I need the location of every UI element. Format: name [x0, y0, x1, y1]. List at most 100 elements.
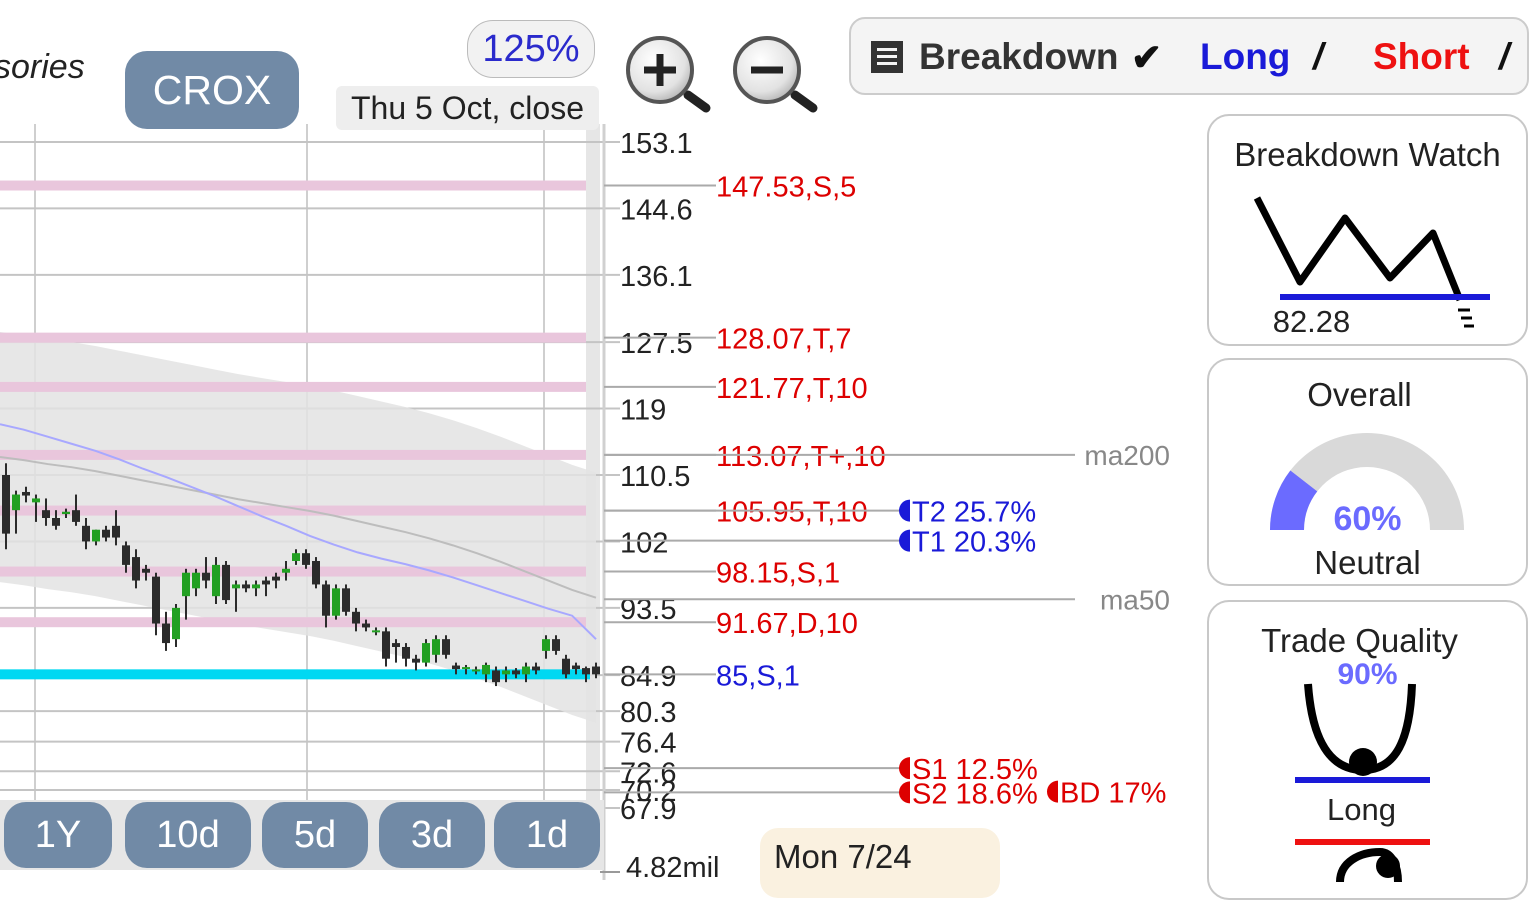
trade-quality-verdict: Long — [1327, 792, 1396, 827]
candle-body — [2, 475, 10, 534]
breakdown-toggle[interactable]: Breakdown — [919, 36, 1119, 77]
candle — [142, 564, 150, 581]
breakdown-watch-panel[interactable]: Breakdown Watch 82.28 — [1207, 114, 1528, 346]
zoom-in-button[interactable] — [626, 36, 711, 113]
candle — [352, 607, 360, 632]
ma-line-ma200 — [0, 456, 597, 599]
candle — [2, 463, 10, 550]
target-label: S1 12.5% — [912, 754, 1038, 786]
level-label: 121.77,T,10 — [716, 373, 868, 405]
support-line — [0, 669, 590, 680]
candle-body — [582, 668, 590, 675]
range-button-1d[interactable]: 1d — [494, 802, 600, 868]
level-label: 147.53,S,5 — [716, 172, 856, 204]
candle — [42, 498, 50, 526]
candle — [92, 529, 100, 546]
candle — [342, 584, 350, 616]
candle — [282, 560, 290, 581]
candle — [542, 635, 550, 659]
candle-body — [282, 568, 290, 573]
y-tick-label: 76.4 — [620, 728, 676, 760]
candle-body — [532, 666, 540, 671]
level-band — [0, 505, 586, 516]
range-button-5d[interactable]: 5d — [262, 802, 368, 868]
level-band — [0, 617, 586, 628]
candle — [212, 557, 220, 604]
candle-body — [62, 511, 70, 515]
candle-body — [432, 639, 440, 655]
ticker-button[interactable]: CROX — [125, 51, 299, 129]
candle-body — [262, 580, 270, 585]
candle — [532, 662, 540, 675]
candle-body — [202, 572, 210, 581]
overall-panel[interactable]: Overall 60% Neutral — [1207, 358, 1528, 586]
level-label: 105.95,T,10 — [716, 497, 868, 529]
y-tick-label: 136.1 — [620, 261, 693, 293]
candle-body — [572, 665, 580, 670]
y-tick-label: 84.9 — [620, 661, 676, 693]
trade-quality-panel[interactable]: Trade Quality 90% Long — [1207, 600, 1528, 900]
volume-label: 4.82mil — [626, 852, 720, 884]
candle — [292, 549, 300, 565]
candle — [82, 517, 90, 550]
candle — [182, 568, 190, 620]
level-band — [0, 381, 586, 392]
candle-body — [332, 588, 340, 616]
candle-body — [452, 665, 460, 670]
overall-verdict: Neutral — [1314, 544, 1421, 581]
candle-body — [492, 670, 500, 683]
candle — [242, 580, 250, 593]
candle — [102, 525, 110, 542]
candle — [262, 576, 270, 597]
candle-body — [352, 611, 360, 624]
candle — [482, 662, 490, 683]
short-toggle[interactable]: Short — [1373, 36, 1470, 77]
range-button-3d[interactable]: 3d — [379, 802, 485, 868]
target-label: T2 25.7% — [912, 497, 1036, 529]
candle — [562, 654, 570, 679]
candle-body — [212, 564, 220, 597]
long-check-icon: / — [1313, 36, 1324, 77]
overall-title: Overall — [1307, 376, 1412, 413]
candle — [412, 654, 420, 671]
candle-body — [542, 639, 550, 651]
candle-body — [342, 588, 350, 612]
level-band — [0, 180, 586, 191]
price-axis: 153.1144.6136.1127.5119110.510293.584.98… — [600, 124, 693, 880]
target-labels: T2 25.7%T1 20.3% S1 12.5% BD 17% S2 18.6% — [604, 497, 1166, 810]
candle-body — [52, 517, 60, 526]
candle-body — [192, 572, 200, 589]
candle-body — [132, 557, 140, 581]
range-button-1y[interactable]: 1Y — [4, 802, 112, 868]
trade-quality-percent: 90% — [1337, 658, 1398, 691]
candle — [222, 560, 230, 604]
candle-body — [22, 491, 30, 496]
candle — [162, 611, 170, 651]
zoom-level-badge[interactable]: 125% — [467, 20, 595, 78]
candle — [302, 549, 310, 569]
range-button-10d[interactable]: 10d — [125, 802, 251, 868]
ma-line-ma50 — [0, 423, 597, 640]
zoom-out-button[interactable] — [733, 36, 818, 113]
target-label: BD 17% — [1060, 778, 1166, 810]
candle — [492, 666, 500, 687]
candle — [402, 643, 410, 667]
candle-body — [412, 658, 420, 663]
candle — [332, 584, 340, 620]
target-marker — [1047, 780, 1058, 803]
candle — [552, 635, 560, 655]
candle — [32, 494, 40, 522]
long-toggle[interactable]: Long — [1200, 36, 1291, 77]
y-tick-label: 144.6 — [620, 194, 693, 226]
y-tick-label: 119 — [620, 395, 666, 427]
target-marker — [899, 781, 910, 804]
target-marker — [899, 499, 910, 522]
level-band — [0, 449, 586, 460]
candle — [502, 666, 510, 683]
candle — [192, 568, 200, 597]
candle-body — [302, 553, 310, 565]
ma-label: ma50 — [1100, 584, 1170, 615]
candle-body — [312, 560, 320, 585]
gauge-fill — [1270, 470, 1318, 530]
